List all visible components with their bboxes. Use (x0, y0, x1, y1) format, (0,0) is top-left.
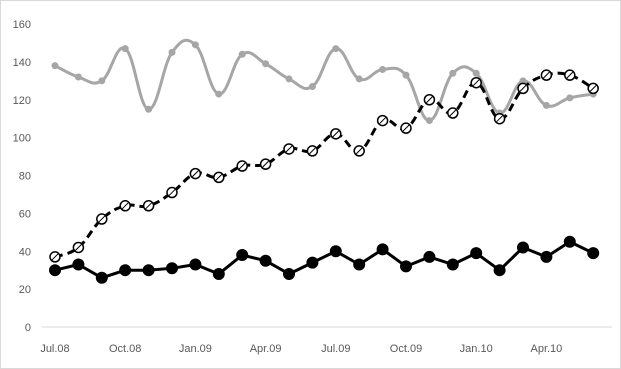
y-tick-label: 40 (19, 246, 31, 258)
series-3-point (376, 243, 389, 256)
series-2-point-mark (51, 253, 59, 261)
series-2-point-mark (309, 147, 316, 155)
series-1-point (472, 69, 480, 77)
series-2-point-mark (519, 85, 527, 92)
series-3-point (517, 241, 529, 254)
series-3-point (189, 258, 202, 271)
series-2-point-mark (215, 174, 223, 181)
series-2-point-mark (449, 109, 457, 117)
series-2-point-mark (238, 162, 246, 170)
series-1-point (215, 90, 223, 98)
series-3-point (95, 271, 108, 284)
series-3-point (259, 254, 272, 267)
series-3-point (329, 245, 342, 258)
x-tick-label: Apr.10 (530, 343, 562, 355)
series-3-point (212, 267, 225, 280)
series-2-point-mark (379, 117, 386, 124)
series-1-point (168, 48, 176, 56)
series-1-point (449, 69, 457, 77)
series-1-line (53, 38, 595, 123)
series-3-point (49, 264, 61, 277)
y-tick-label: 160 (13, 19, 31, 31)
series-2-point-mark (589, 85, 597, 92)
x-tick-label: Jul.08 (40, 343, 69, 355)
series-1-point (355, 75, 363, 83)
series-3-point (423, 250, 436, 263)
series-2-point-mark (566, 71, 574, 79)
series-3-point (400, 260, 412, 273)
x-tick-label: Jan.09 (179, 343, 212, 355)
series-1-point (402, 71, 410, 79)
series-1-point (121, 45, 129, 53)
series-2-point-mark (355, 147, 363, 155)
series-3-point (587, 247, 600, 260)
series-2-point-mark (332, 130, 340, 138)
series-1-point (98, 77, 106, 85)
series-3-point (306, 256, 319, 269)
series-3-line (54, 240, 594, 280)
series-3-point (470, 247, 483, 260)
series-1-point (519, 77, 527, 85)
x-tick-label: Oct.09 (390, 343, 422, 355)
series-1-point (542, 101, 550, 109)
series-1-point (238, 50, 246, 58)
x-tick-label: Jul.09 (321, 343, 350, 355)
series-2-point-mark (145, 202, 152, 210)
series-1-point (51, 62, 59, 70)
series-1-point (74, 73, 82, 81)
x-tick-label: Jan.10 (460, 343, 493, 355)
series-3-point (119, 264, 132, 277)
series-2-point-mark (496, 115, 503, 123)
series-3-point (540, 250, 553, 263)
series-1-point (425, 117, 433, 125)
series-3-point (446, 258, 459, 271)
series-3-point (72, 258, 85, 271)
series-3-point (493, 264, 506, 277)
series-1-point (191, 41, 199, 49)
series-1-point (379, 65, 387, 73)
series-1-point (285, 75, 293, 83)
series-3-point (283, 267, 295, 280)
series-2-point-mark (168, 189, 176, 196)
series-1-point (566, 94, 574, 102)
series-2-point-mark (98, 215, 106, 223)
series-3-point (142, 264, 155, 277)
y-tick-label: 20 (19, 284, 31, 296)
series-2-line (54, 71, 594, 259)
series-2-point-mark (75, 244, 82, 251)
series-2-point-mark (262, 160, 269, 168)
x-tick-label: Apr.09 (250, 343, 282, 355)
series-1-point (262, 60, 270, 68)
y-tick-label: 0 (25, 322, 31, 334)
y-tick-label: 140 (13, 57, 31, 69)
y-tick-label: 100 (13, 133, 31, 145)
y-tick-label: 120 (13, 95, 31, 107)
series-2-point-mark (192, 170, 199, 177)
x-tick-label: Oct.08 (109, 343, 141, 355)
series-2-point-mark (121, 202, 129, 210)
series-2-point-mark (402, 124, 410, 132)
series-2-point-mark (426, 96, 433, 104)
series-2-point-mark (472, 79, 480, 87)
series-2-point-mark (285, 145, 293, 153)
series-3-point (166, 262, 178, 275)
series-3-point (236, 249, 249, 262)
y-tick-label: 80 (19, 171, 31, 183)
series-3-point (353, 258, 366, 271)
y-tick-label: 60 (19, 208, 31, 220)
series-1-point (332, 45, 340, 53)
series-1-point (145, 105, 153, 113)
series-3-point (563, 235, 576, 248)
series-1-point (308, 82, 316, 90)
series-2-point-mark (543, 71, 550, 79)
